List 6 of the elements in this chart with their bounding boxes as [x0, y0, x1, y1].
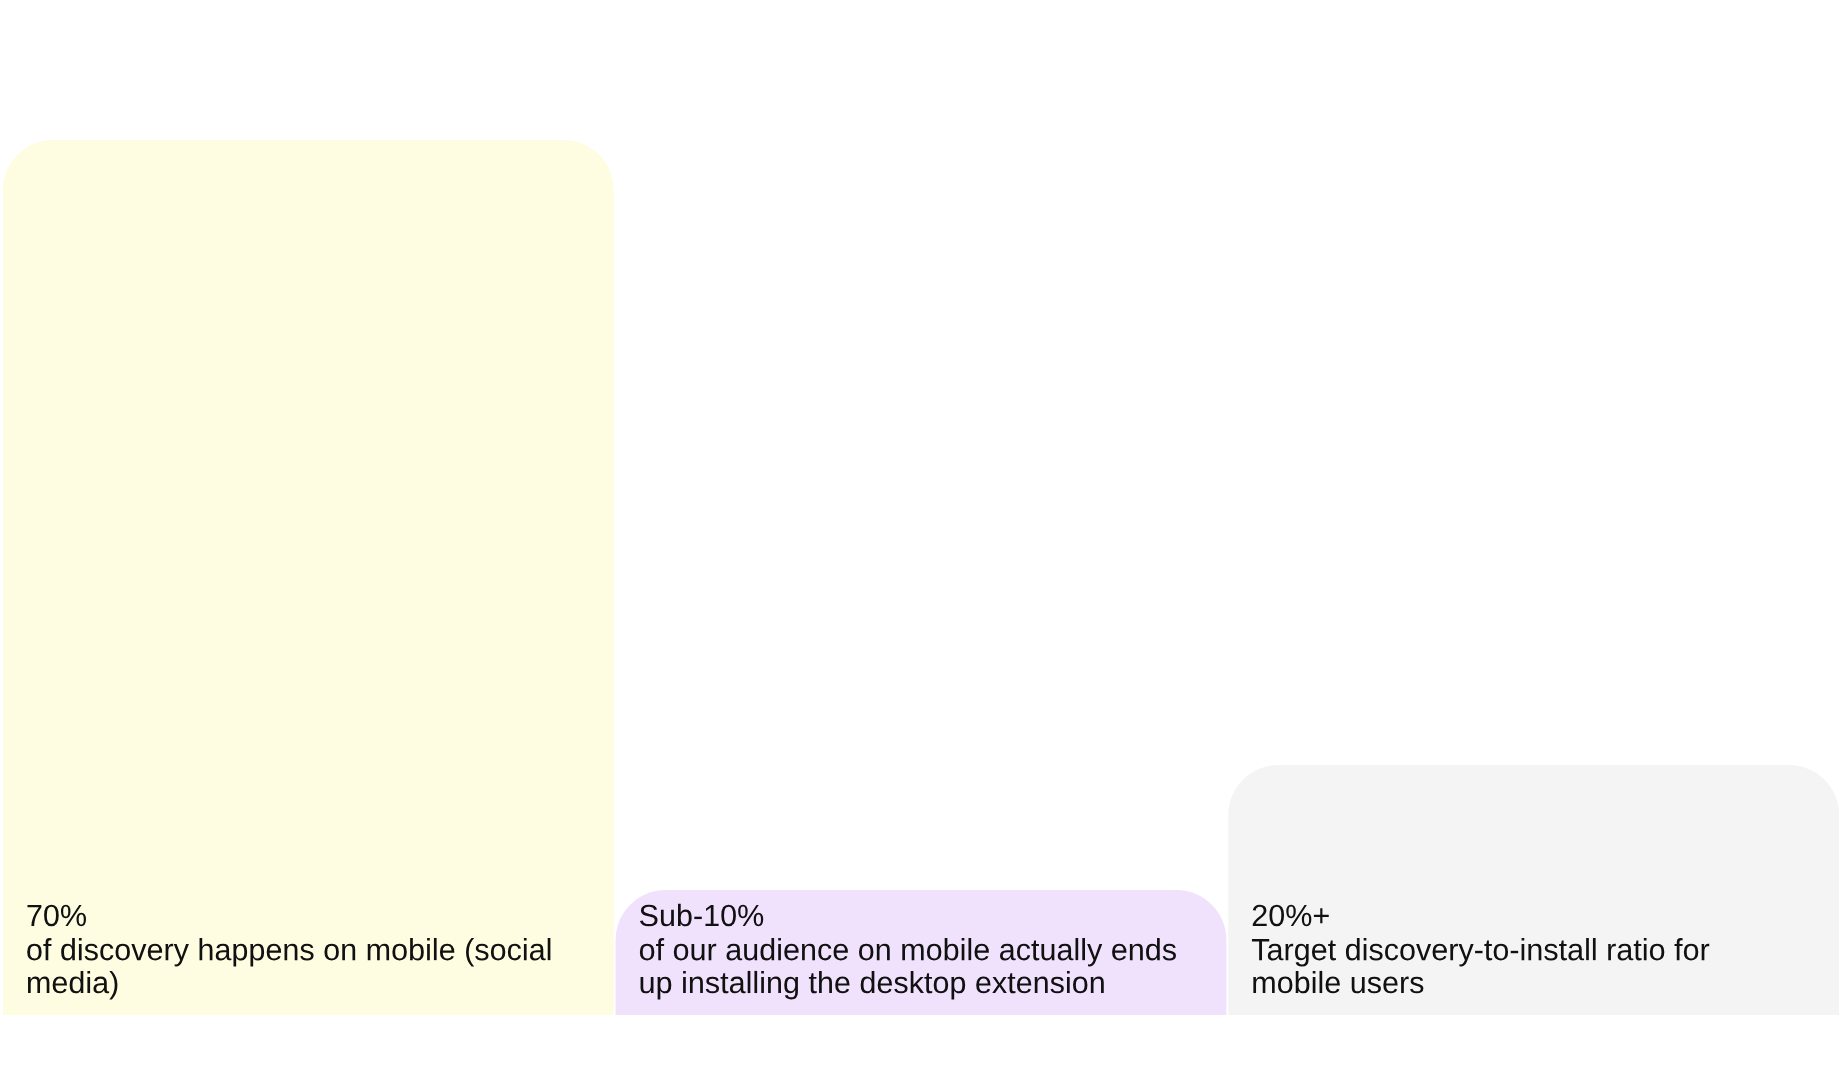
x-tick-label: of discovery happens on mobile (social media) [27, 938, 551, 1000]
x-tick-label: Target discovery-to-install ratio for mobile users [1251, 938, 1710, 994]
data-label: 20%+ [1252, 904, 1329, 927]
x-tick-label: of our audience on mobile actually ends up installing the desktop extension [639, 938, 1176, 1000]
data-label: Sub-10% [639, 903, 764, 927]
data-label: 70% [27, 904, 86, 927]
